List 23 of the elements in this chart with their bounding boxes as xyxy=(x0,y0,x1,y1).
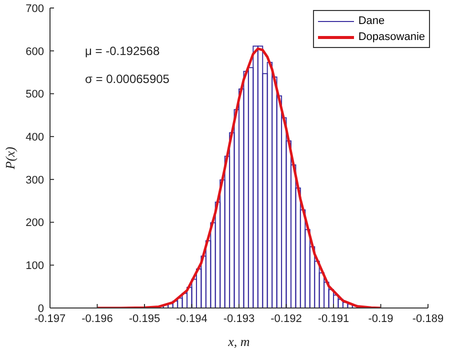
x-tick-label: -0.197 xyxy=(34,312,66,325)
y-tick-label: 300 xyxy=(26,174,44,186)
y-tick-label: 500 xyxy=(26,88,44,101)
y-tick-label: 700 xyxy=(26,2,44,15)
x-tick-label: -0.19 xyxy=(368,312,394,325)
legend-label: Dane xyxy=(358,14,385,29)
x-tick-label: -0.191 xyxy=(318,312,350,325)
x-tick-label: -0.194 xyxy=(176,312,208,325)
x-tick-label: -0.193 xyxy=(223,312,255,325)
y-tick-label: 200 xyxy=(26,217,44,230)
y-axis-title: P(x) xyxy=(2,146,18,170)
y-tick-label: 0 xyxy=(38,302,44,315)
x-tick-label: -0.189 xyxy=(412,312,444,325)
legend-label: Dopasowanie xyxy=(358,30,425,45)
x-tick-label: -0.196 xyxy=(82,312,113,325)
y-tick-label: 100 xyxy=(26,260,44,272)
x-tick-label: -0.195 xyxy=(128,312,160,325)
y-tick-label: 600 xyxy=(26,46,44,58)
y-tick-label: 400 xyxy=(26,131,44,144)
annotation: σ = 0.00065905 xyxy=(85,72,170,86)
x-axis-title: x, m xyxy=(227,334,250,348)
x-tick-label: -0.192 xyxy=(270,312,302,325)
annotation: μ = -0.192568 xyxy=(85,44,160,58)
